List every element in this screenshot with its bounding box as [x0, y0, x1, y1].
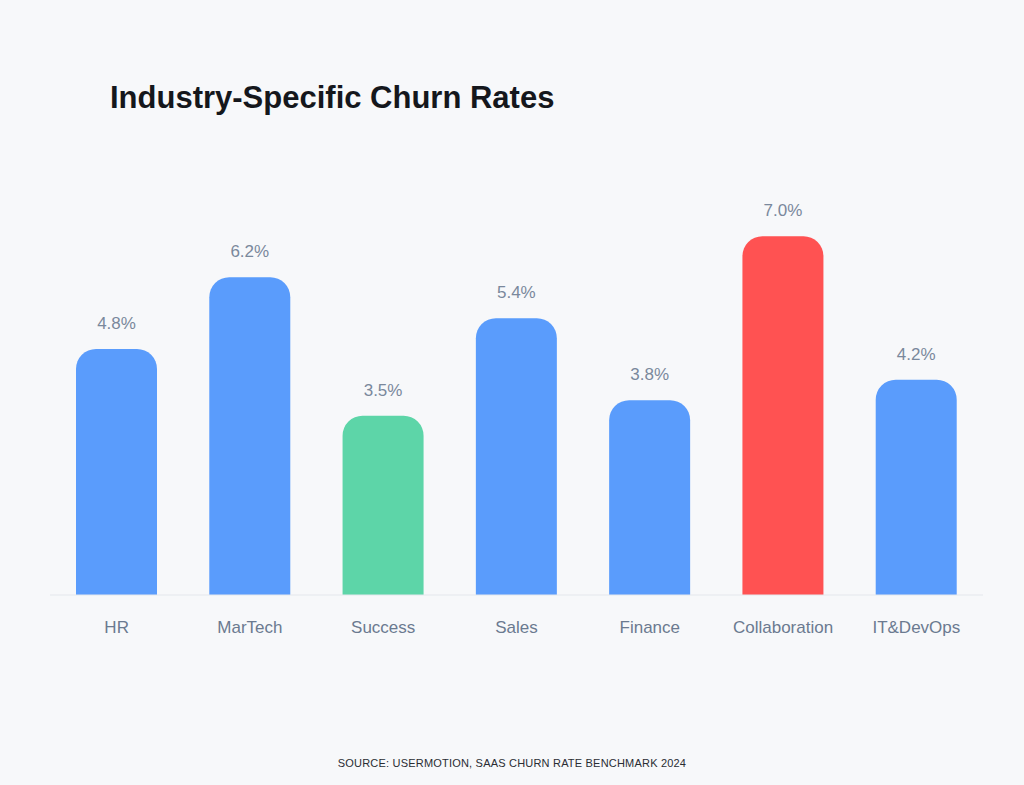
svg-text:Finance: Finance	[620, 618, 680, 637]
svg-text:Collaboration: Collaboration	[733, 618, 833, 637]
svg-text:HR: HR	[104, 618, 129, 637]
svg-text:Sales: Sales	[495, 618, 538, 637]
svg-text:3.5%: 3.5%	[364, 381, 403, 400]
svg-text:5.4%: 5.4%	[497, 283, 536, 302]
svg-text:4.2%: 4.2%	[897, 345, 936, 364]
svg-text:4.8%: 4.8%	[97, 314, 136, 333]
svg-text:6.2%: 6.2%	[230, 242, 269, 261]
html-text:Industry-Specific Churn Rates: Industry-Specific Churn Rates	[110, 80, 555, 115]
svg-text:IT&DevOps: IT&DevOps	[872, 618, 960, 637]
svg-text:3.8%: 3.8%	[630, 365, 669, 384]
svg-text:Success: Success	[351, 618, 415, 637]
svg-text:7.0%: 7.0%	[764, 201, 803, 220]
html-text:SOURCE: USERMOTION, SAAS CHURN: SOURCE: USERMOTION, SAAS CHURN RATE BENC…	[337, 757, 687, 769]
svg-text:MarTech: MarTech	[217, 618, 282, 637]
